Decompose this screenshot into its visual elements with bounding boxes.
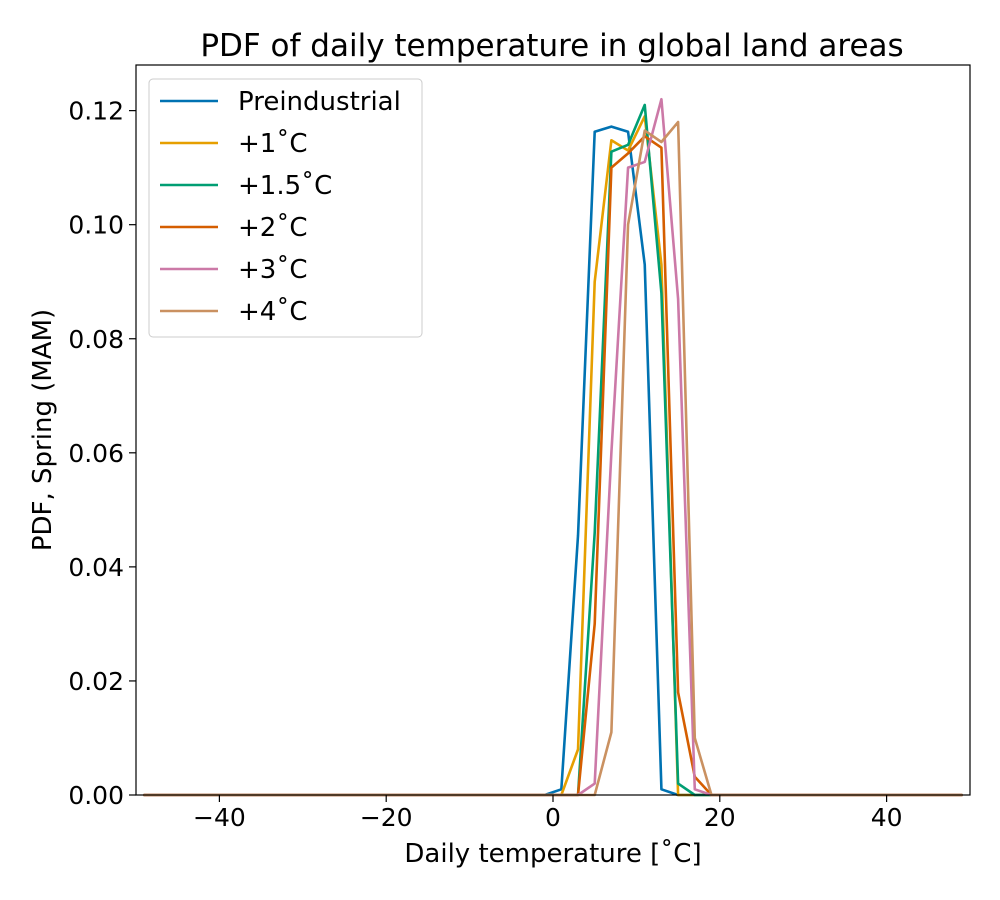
- legend-label: Preindustrial: [238, 87, 401, 117]
- y-tick-label: 0.00: [68, 781, 124, 810]
- y-tick-label: 0.06: [68, 439, 124, 468]
- y-tick-label: 0.10: [68, 211, 124, 240]
- y-tick-label: 0.08: [68, 325, 124, 354]
- legend-label: +2˚C: [238, 213, 307, 243]
- x-tick-label: 40: [871, 803, 903, 832]
- y-tick-label: 0.04: [68, 553, 124, 582]
- x-tick-label: −20: [360, 803, 413, 832]
- x-axis: −40 −20 0 20 40: [193, 795, 903, 832]
- y-tick-label: 0.12: [68, 97, 124, 126]
- x-axis-label: Daily temperature [˚C]: [404, 839, 701, 869]
- x-tick-label: 20: [704, 803, 736, 832]
- legend-label: +4˚C: [238, 297, 307, 327]
- x-tick-label: −40: [193, 803, 246, 832]
- legend-label: +3˚C: [238, 255, 307, 285]
- legend: Preindustrial +1˚C +1.5˚C +2˚C +3˚C +4˚C: [148, 78, 423, 338]
- y-axis-label: PDF, Spring (MAM): [28, 309, 58, 551]
- x-tick-label: 0: [545, 803, 561, 832]
- y-axis: 0.00 0.02 0.04 0.06 0.08 0.10 0.12: [68, 97, 136, 810]
- legend-label: +1˚C: [238, 129, 307, 159]
- chart-title: PDF of daily temperature in global land …: [200, 28, 903, 64]
- legend-label: +1.5˚C: [238, 171, 332, 201]
- y-tick-label: 0.02: [68, 667, 124, 696]
